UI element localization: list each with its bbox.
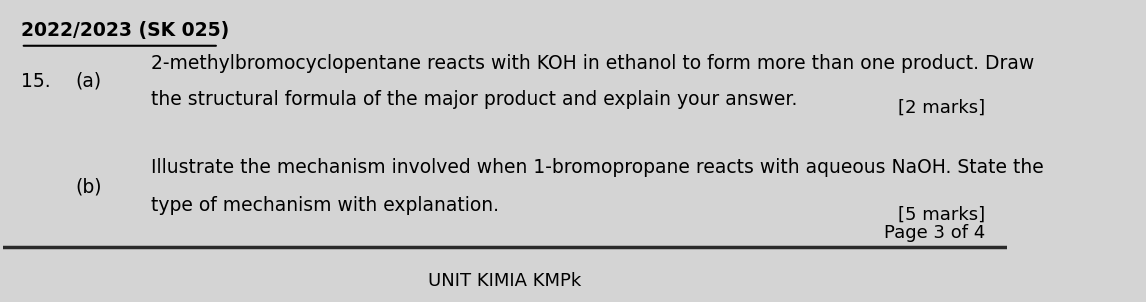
Text: UNIT KIMIA KMPk: UNIT KIMIA KMPk <box>429 272 582 291</box>
Text: Page 3 of 4: Page 3 of 4 <box>884 223 986 242</box>
Text: 2022/2023 (SK 025): 2022/2023 (SK 025) <box>21 21 229 40</box>
Text: the structural formula of the major product and explain your answer.: the structural formula of the major prod… <box>151 90 798 109</box>
Text: Illustrate the mechanism involved when 1-bromopropane reacts with aqueous NaOH. : Illustrate the mechanism involved when 1… <box>151 158 1044 177</box>
Text: type of mechanism with explanation.: type of mechanism with explanation. <box>151 196 500 215</box>
Text: (b): (b) <box>76 177 102 196</box>
Text: 15.: 15. <box>21 72 50 91</box>
Text: [5 marks]: [5 marks] <box>898 206 986 224</box>
Text: [2 marks]: [2 marks] <box>898 99 986 117</box>
Text: (a): (a) <box>76 72 101 91</box>
Text: 2-methylbromocyclopentane reacts with KOH in ethanol to form more than one produ: 2-methylbromocyclopentane reacts with KO… <box>151 54 1035 73</box>
